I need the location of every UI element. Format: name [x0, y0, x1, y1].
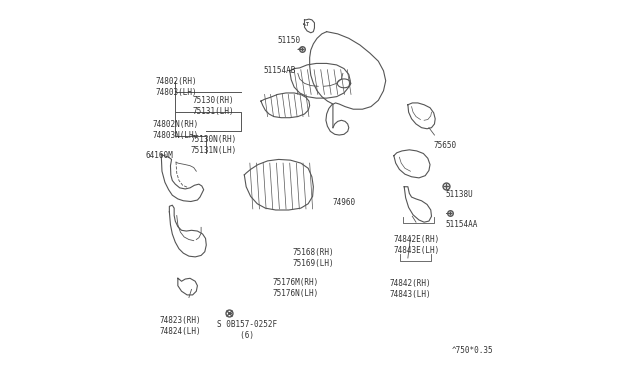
Text: 75650: 75650: [434, 141, 457, 150]
Text: 75176M(RH)
75176N(LH): 75176M(RH) 75176N(LH): [273, 278, 319, 298]
Text: 74842E(RH)
74843E(LH): 74842E(RH) 74843E(LH): [393, 235, 439, 255]
Text: 51150: 51150: [278, 36, 301, 45]
Text: 51138U: 51138U: [445, 190, 474, 199]
Text: 51154AB: 51154AB: [264, 66, 296, 75]
Text: 75130N(RH)
75131N(LH): 75130N(RH) 75131N(LH): [190, 135, 236, 155]
Text: 51154AA: 51154AA: [445, 220, 478, 229]
Text: 64160M: 64160M: [146, 151, 173, 160]
Text: S 0B157-0252F
     (6): S 0B157-0252F (6): [216, 320, 276, 340]
Text: 74802N(RH)
74803N(LH): 74802N(RH) 74803N(LH): [152, 119, 198, 140]
Text: 74960: 74960: [333, 198, 356, 207]
Text: 74823(RH)
74824(LH): 74823(RH) 74824(LH): [159, 316, 201, 336]
Text: ^750*0.35: ^750*0.35: [452, 346, 493, 355]
Text: 74802(RH)
74803(LH): 74802(RH) 74803(LH): [156, 77, 197, 97]
Text: 75168(RH)
75169(LH): 75168(RH) 75169(LH): [292, 248, 334, 268]
Text: 75130(RH)
75131(LH): 75130(RH) 75131(LH): [193, 96, 234, 116]
Text: 74842(RH)
74843(LH): 74842(RH) 74843(LH): [389, 279, 431, 299]
